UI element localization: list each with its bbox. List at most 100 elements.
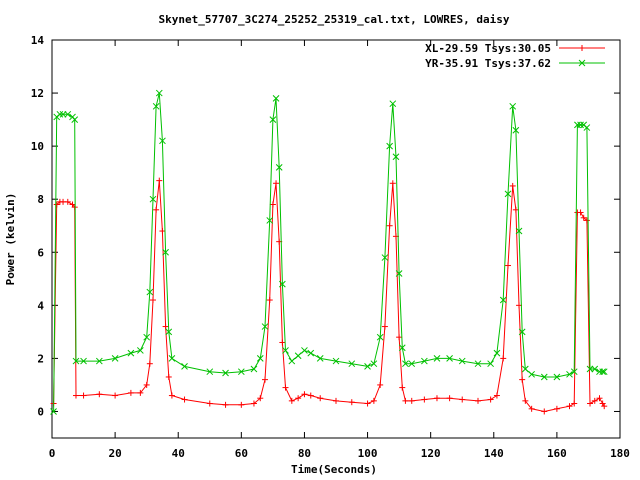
- data-point: [282, 347, 289, 354]
- series-line-0: [53, 180, 605, 413]
- legend: XL-29.59 Tsys:30.05 YR-35.91 Tsys:37.62: [425, 42, 605, 70]
- data-point: [165, 373, 172, 380]
- data-point: [222, 369, 229, 377]
- chart-title: Skynet_57707_3C274_25252_25319_cal.txt, …: [159, 13, 510, 26]
- data-point: [266, 297, 273, 304]
- data-point: [459, 396, 466, 403]
- data-point: [162, 248, 169, 256]
- data-point: [370, 397, 377, 404]
- legend-sample-xl: [559, 45, 605, 51]
- data-point: [80, 392, 87, 399]
- data-point: [577, 209, 584, 216]
- data-point: [137, 347, 144, 354]
- data-point: [541, 408, 548, 415]
- y-axis: 0 2 4 6 8 10 12 14: [31, 34, 620, 418]
- x-tick-label: 140: [484, 447, 504, 460]
- data-point: [95, 357, 103, 365]
- y-tick-label: 14: [31, 34, 45, 47]
- data-point: [53, 201, 60, 208]
- data-point: [80, 357, 87, 365]
- data-point: [168, 355, 176, 362]
- y-axis-label: Power (kelvin): [4, 193, 17, 286]
- x-tick-label: 180: [610, 447, 630, 460]
- data-point: [596, 395, 603, 402]
- data-point: [127, 349, 135, 357]
- data-point: [570, 368, 578, 376]
- data-point: [553, 373, 561, 381]
- data-point: [159, 228, 166, 235]
- y-tick-label: 0: [37, 405, 44, 418]
- data-point: [377, 381, 384, 388]
- data-point: [269, 201, 276, 208]
- data-point: [515, 227, 523, 235]
- data-point: [250, 400, 257, 407]
- data-point: [332, 357, 340, 365]
- data-point: [421, 357, 428, 365]
- data-point: [600, 368, 608, 376]
- data-point: [152, 102, 160, 110]
- data-point: [599, 400, 606, 407]
- data-point: [282, 384, 289, 391]
- plot-frame: [51, 39, 621, 439]
- data-point: [59, 110, 67, 118]
- data-point: [71, 116, 79, 123]
- data-point: [56, 110, 64, 118]
- data-point: [493, 349, 501, 357]
- data-point: [402, 360, 409, 368]
- data-point: [591, 397, 598, 404]
- data-point: [580, 214, 587, 221]
- data-point: [399, 384, 406, 391]
- y-tick-label: 10: [31, 140, 44, 153]
- data-point: [583, 217, 590, 224]
- data-point: [149, 195, 157, 203]
- data-point: [518, 328, 526, 336]
- data-point: [295, 395, 302, 402]
- data-point: [307, 392, 314, 399]
- x-tick-label: 160: [547, 447, 567, 460]
- data-point: [499, 296, 507, 304]
- data-point: [583, 124, 591, 131]
- data-point: [493, 392, 500, 399]
- data-point: [64, 110, 72, 118]
- y-tick-label: 4: [37, 299, 44, 312]
- x-tick-label: 40: [172, 447, 185, 460]
- data-point: [96, 391, 103, 398]
- data-point: [512, 126, 520, 134]
- data-point: [156, 177, 163, 184]
- data-point: [376, 333, 384, 341]
- data-point: [301, 391, 308, 398]
- data-point: [262, 376, 268, 383]
- data-point: [504, 262, 511, 269]
- legend-label-xl: XL-29.59 Tsys:30.05: [425, 42, 551, 55]
- data-point: [381, 323, 388, 330]
- data-point: [591, 365, 599, 373]
- data-point: [566, 370, 573, 378]
- data-point: [528, 370, 535, 378]
- data-point: [421, 396, 428, 403]
- data-point: [522, 397, 529, 404]
- data-point: [408, 360, 416, 368]
- legend-marker: [578, 59, 586, 67]
- data-point: [348, 360, 356, 368]
- data-point: [288, 397, 295, 404]
- data-point: [279, 280, 286, 288]
- data-point: [168, 392, 175, 399]
- x-tick-label: 20: [108, 447, 121, 460]
- data-point: [153, 206, 160, 213]
- data-point: [162, 323, 169, 330]
- data-point: [294, 352, 302, 360]
- data-point: [146, 360, 153, 367]
- data-point: [487, 360, 494, 368]
- data-point: [256, 355, 264, 362]
- data-point: [181, 363, 188, 370]
- data-point: [316, 355, 324, 362]
- data-point: [540, 373, 548, 381]
- data-point: [381, 254, 389, 261]
- data-point: [72, 357, 80, 365]
- data-point: [307, 349, 315, 357]
- data-point: [112, 392, 119, 399]
- data-point: [408, 397, 415, 404]
- data-point: [317, 395, 324, 402]
- data-point: [571, 400, 578, 407]
